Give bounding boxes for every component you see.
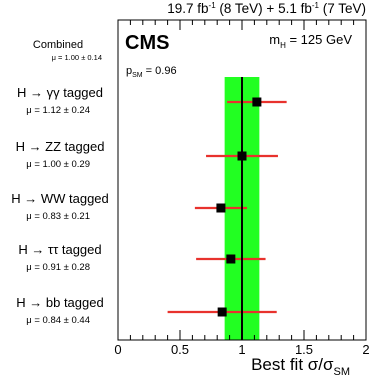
luminosity-header: 19.7 fb-1 (8 TeV) + 5.1 fb-1 (7 TeV) <box>167 1 366 16</box>
category-label: H → bb tagged <box>16 295 103 310</box>
best-fit-marker <box>216 203 226 213</box>
best-fit-marker <box>226 254 236 264</box>
category-label: H → ττ tagged <box>18 242 101 257</box>
psm-label: pSM = 0.96 <box>126 65 177 79</box>
x-tick-label: 2 <box>362 342 369 357</box>
category-label: H → γγ tagged <box>17 85 103 100</box>
best-fit-marker <box>252 97 262 107</box>
category-mu-text: μ = 0.91 ± 0.28 <box>26 262 90 273</box>
x-tick-label: 0 <box>114 342 121 357</box>
category-label: H → WW tagged <box>11 191 109 206</box>
x-axis: 0 0.5 1 1.5 2 <box>114 20 369 357</box>
category-mu-text: μ = 1.00 ± 0.29 <box>26 159 90 170</box>
category-label: H → ZZ tagged <box>16 139 105 154</box>
combined-mu-text: μ = 1.00 ± 0.14 <box>52 53 102 62</box>
x-axis-title: Best fit σ/σSM <box>251 355 350 377</box>
mass-label: mH = 125 GeV <box>269 32 352 50</box>
category-mu-text: μ = 0.83 ± 0.21 <box>26 211 90 222</box>
category-mu-text: μ = 0.84 ± 0.44 <box>26 315 90 326</box>
combined-label: Combined <box>33 39 83 51</box>
x-tick-label: 1.5 <box>295 342 313 357</box>
x-tick-label: 1 <box>238 342 245 357</box>
category-mu-text: μ = 1.12 ± 0.24 <box>26 105 90 116</box>
category-labels: H → γγ tagged μ = 1.12 ± 0.24 H → ZZ tagge… <box>11 85 109 326</box>
cms-label: CMS <box>125 32 169 54</box>
best-fit-marker <box>217 307 227 317</box>
x-tick-label: 0.5 <box>171 342 189 357</box>
